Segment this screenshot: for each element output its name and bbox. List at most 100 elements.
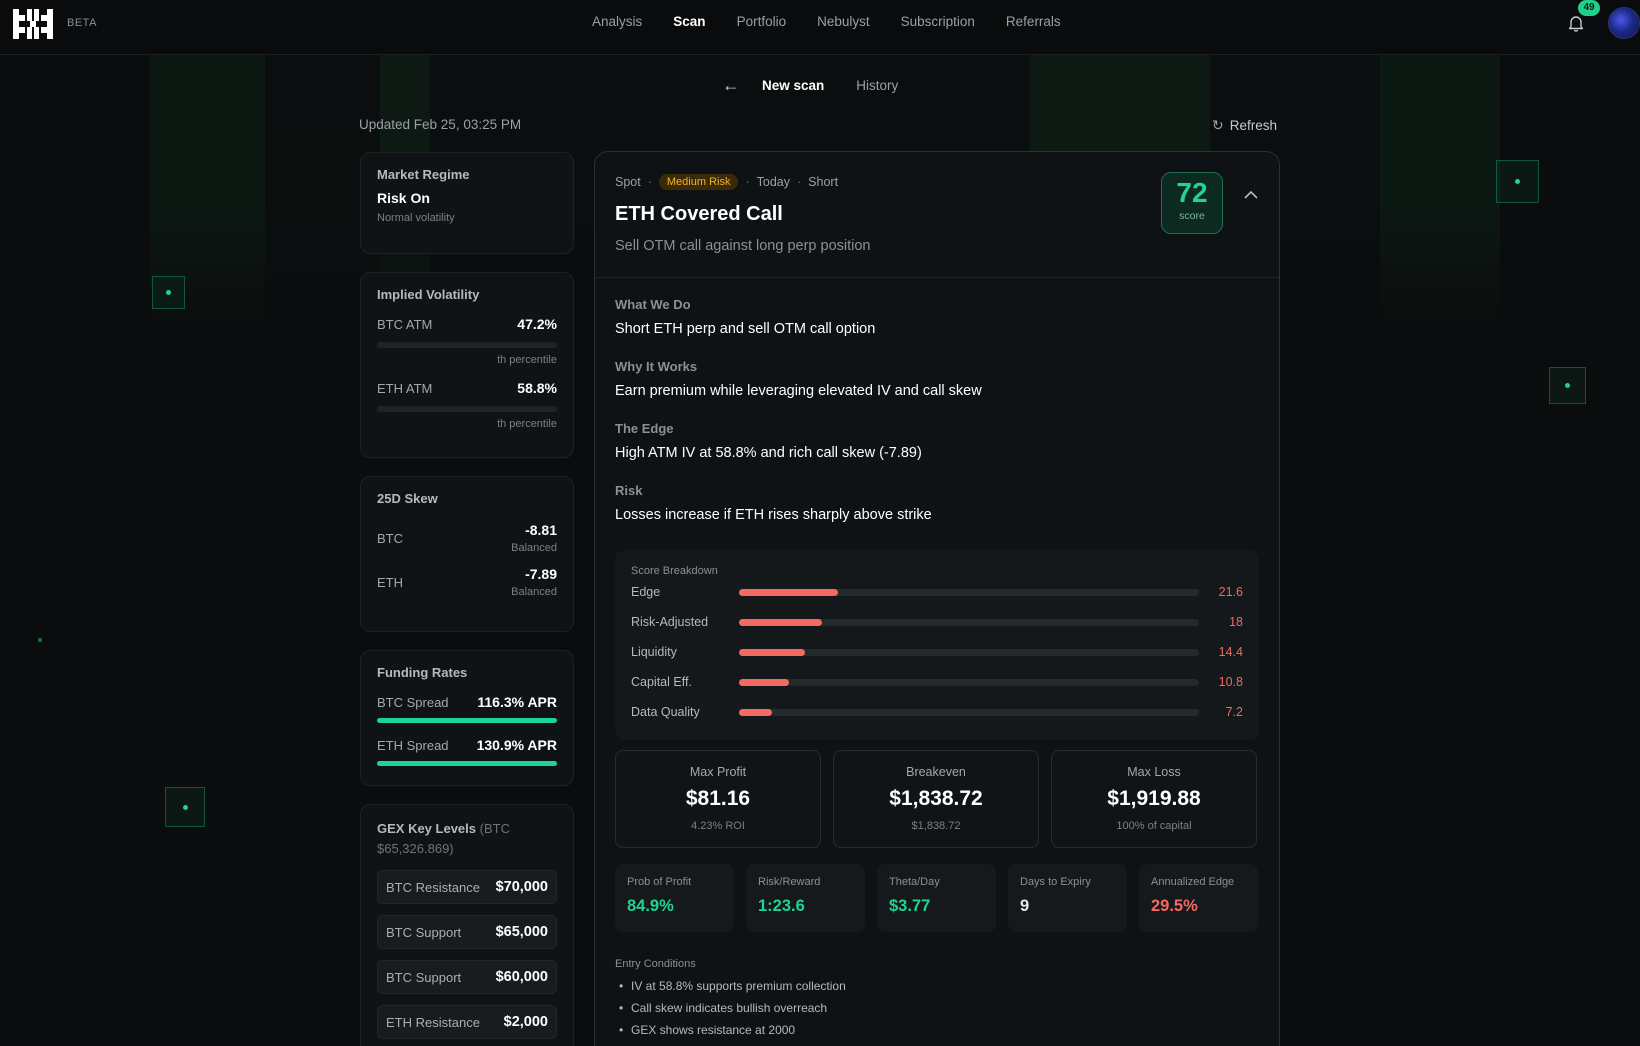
nav-nebulyst[interactable]: Nebulyst	[817, 14, 870, 29]
main-nav: Analysis Scan Portfolio Nebulyst Subscri…	[592, 14, 1092, 29]
scan-subnav: ← New scan History	[722, 76, 930, 94]
funding-bar	[377, 718, 557, 723]
breakdown-label: Liquidity	[631, 645, 677, 659]
kpi-max-profit: Max Profit $81.16 4.23% ROI	[615, 750, 821, 848]
section-what-we-do: What We Do Short ETH perp and sell OTM c…	[615, 297, 875, 337]
list-item: Call skew indicates bullish overreach	[615, 1001, 846, 1015]
iv-label: ETH ATM	[377, 381, 433, 396]
iv-value: 58.8%	[517, 380, 557, 396]
stat-value: 84.9%	[627, 897, 674, 915]
decorative-node	[165, 787, 205, 827]
breakdown-value: 7.2	[1225, 705, 1243, 719]
skew-value: -8.81	[525, 522, 557, 538]
skew-label: BTC	[377, 530, 403, 546]
card-title: GEX Key Levels (BTC $65,326.869)	[377, 819, 557, 859]
skew-row-eth: ETH -7.89 Balanced	[377, 566, 557, 598]
gex-level-row: BTC Resistance $70,000	[377, 870, 557, 904]
stat-label: Theta/Day	[889, 876, 940, 888]
back-arrow-icon[interactable]: ←	[722, 75, 740, 95]
breakdown-track	[739, 648, 1199, 656]
gex-key-levels-card: GEX Key Levels (BTC $65,326.869) BTC Res…	[360, 804, 574, 1046]
updated-timestamp: Updated Feb 25, 03:25 PM	[359, 117, 522, 132]
kpi-sub: $1,838.72	[911, 820, 961, 832]
entry-title: Entry Conditions	[615, 958, 696, 970]
top-navbar: BETA Analysis Scan Portfolio Nebulyst Su…	[0, 0, 1640, 55]
funding-value: 130.9% APR	[476, 737, 557, 753]
list-item: IV at 58.8% supports premium collection	[615, 979, 846, 993]
gex-level-row: BTC Support $65,000	[377, 915, 557, 949]
stat-label: Annualized Edge	[1151, 876, 1235, 888]
iv-percentile-note: th percentile	[497, 354, 557, 366]
meta-separator: ·	[797, 175, 802, 189]
gex-title: GEX Key Levels	[377, 821, 476, 836]
entry-conditions: Entry Conditions IV at 58.8% supports pr…	[615, 958, 846, 1045]
tab-new-scan[interactable]: New scan	[762, 77, 825, 93]
skew-note: Balanced	[511, 542, 557, 554]
kpi-sub: 100% of capital	[1116, 820, 1192, 832]
skew-note: Balanced	[511, 586, 557, 598]
funding-label: BTC Spread	[377, 695, 449, 710]
kpi-label: Breakeven	[906, 765, 966, 779]
stat-value: 9	[1020, 897, 1030, 915]
strategy-card: Spot · Medium Risk · Today · Short ETH C…	[594, 151, 1280, 1046]
skew-label: ETH	[377, 574, 403, 590]
meta-timeframe: Today	[756, 175, 790, 189]
section-text: High ATM IV at 58.8% and rich call skew …	[615, 445, 922, 461]
kpi-value: $1,838.72	[889, 787, 983, 810]
logo-icon[interactable]	[13, 9, 53, 39]
decorative-node	[1496, 160, 1539, 203]
level-label: ETH Resistance	[386, 1014, 480, 1030]
breakdown-value: 10.8	[1218, 675, 1243, 689]
breakdown-label: Capital Eff.	[631, 675, 692, 689]
bell-icon[interactable]	[1567, 14, 1585, 32]
beta-label: BETA	[67, 17, 97, 29]
iv-label: BTC ATM	[377, 317, 433, 332]
breakdown-row: Liquidity 14.4	[631, 637, 1243, 667]
skew-card: 25D Skew BTC -8.81 Balanced ETH -7.89 Ba…	[360, 476, 574, 632]
risk-badge: Medium Risk	[658, 174, 739, 190]
regime-value: Risk On	[377, 190, 430, 206]
level-label: BTC Support	[386, 924, 462, 940]
gex-level-row: BTC Support $60,000	[377, 960, 557, 994]
nav-portfolio[interactable]: Portfolio	[736, 14, 787, 29]
kpi-max-loss: Max Loss $1,919.88 100% of capital	[1051, 750, 1257, 848]
meta-separator: ·	[745, 175, 750, 189]
breakdown-label: Risk-Adjusted	[631, 615, 709, 629]
nav-subscription[interactable]: Subscription	[900, 14, 975, 29]
breakdown-fill	[739, 708, 773, 716]
card-title: Market Regime	[377, 167, 470, 182]
score-badge: 72 score	[1161, 172, 1223, 234]
funding-rates-card: Funding Rates BTC Spread 116.3% APR ETH …	[360, 650, 574, 786]
meta-market: Spot	[615, 175, 641, 189]
level-value: $70,000	[495, 879, 548, 895]
funding-row-btc: BTC Spread 116.3% APR	[377, 694, 557, 723]
stat-risk-reward: Risk/Reward 1:23.6	[746, 864, 865, 932]
iv-row-btc: BTC ATM 47.2% th percentile	[377, 316, 557, 366]
breakdown-row: Risk-Adjusted 18	[631, 607, 1243, 637]
level-value: $60,000	[495, 969, 548, 985]
nav-referrals[interactable]: Referrals	[1005, 14, 1061, 29]
decorative-node	[1549, 367, 1586, 404]
refresh-icon: ↻	[1212, 117, 1224, 133]
funding-row-eth: ETH Spread 130.9% APR	[377, 737, 557, 766]
breakdown-track	[739, 708, 1199, 716]
nav-analysis[interactable]: Analysis	[592, 14, 643, 29]
divider	[595, 277, 1279, 278]
score-label: score	[1179, 210, 1205, 222]
iv-percentile-bar	[377, 342, 557, 348]
kpi-row: Max Profit $81.16 4.23% ROI Breakeven $1…	[615, 750, 1257, 848]
avatar[interactable]	[1608, 7, 1640, 39]
regime-subtext: Normal volatility	[377, 212, 455, 224]
section-risk: Risk Losses increase if ETH rises sharpl…	[615, 483, 932, 523]
list-item: GEX shows resistance at 2000	[615, 1023, 846, 1037]
refresh-button[interactable]: ↻ Refresh	[1212, 117, 1277, 134]
stat-value: $3.77	[889, 897, 931, 915]
gex-level-row: ETH Resistance $2,000	[377, 1005, 557, 1039]
iv-percentile-note: th percentile	[497, 418, 557, 430]
tab-history[interactable]: History	[856, 77, 899, 93]
breakdown-fill	[739, 648, 806, 656]
stat-label: Risk/Reward	[758, 876, 821, 888]
card-title: 25D Skew	[377, 491, 438, 506]
chevron-up-icon[interactable]	[1243, 190, 1259, 200]
nav-scan[interactable]: Scan	[673, 14, 706, 29]
